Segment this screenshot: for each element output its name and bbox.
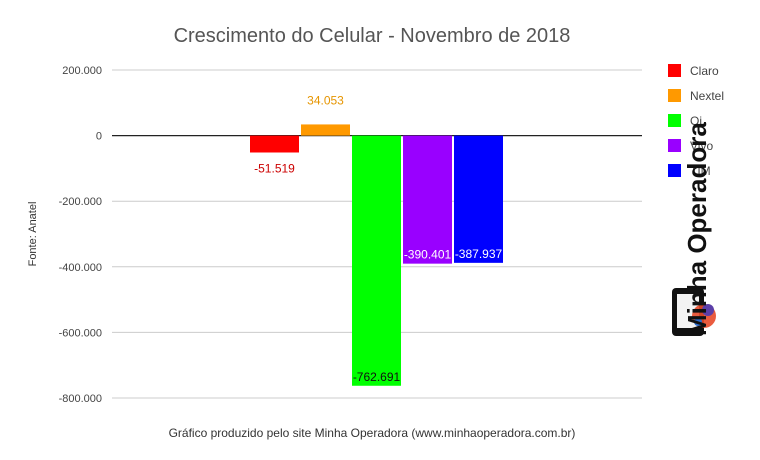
y-axis-ticks: 200.000 0 -200.000 -400.000 -600.000 -800.000 — [59, 65, 102, 405]
legend-label-tim: TIM — [690, 164, 711, 178]
bars — [250, 124, 503, 386]
legend-swatch-nextel — [668, 89, 681, 102]
bar-claro — [250, 135, 299, 153]
legend-label-oi: Oi — [690, 114, 702, 128]
minha-operadora-logo: Minha Operadora — [672, 122, 716, 336]
legend-label-claro: Claro — [690, 64, 719, 78]
bar-tim — [454, 135, 503, 263]
legend-swatch-tim — [668, 164, 681, 177]
data-label-oi: -762.691 — [353, 370, 401, 384]
legend-swatch-vivo — [668, 139, 681, 152]
legend-label-vivo: Vivo — [690, 139, 713, 153]
legend-label-nextel: Nextel — [690, 89, 724, 103]
data-label-tim: -387.937 — [455, 247, 503, 261]
bar-nextel — [301, 124, 350, 136]
y-axis-label: Fonte: Anatel — [27, 202, 39, 267]
bar-oi — [352, 135, 401, 386]
y-tick-label: 0 — [96, 131, 102, 143]
legend-swatch-claro — [668, 64, 681, 77]
legend-swatch-oi — [668, 114, 681, 127]
y-tick-label: -200.000 — [59, 196, 102, 208]
y-tick-label: -800.000 — [59, 393, 102, 405]
data-label-claro: -51.519 — [254, 161, 295, 175]
data-labels: -51.519 34.053 -762.691 -390.401 -387.937 — [254, 93, 502, 383]
legend: Claro Nextel Oi Vivo TIM — [668, 64, 724, 178]
logo-text: Minha Operadora — [682, 122, 712, 336]
data-label-nextel: 34.053 — [307, 93, 344, 107]
y-tick-label: 200.000 — [62, 65, 102, 77]
y-tick-label: -400.000 — [59, 262, 102, 274]
bar-vivo — [403, 135, 452, 264]
y-tick-label: -600.000 — [59, 327, 102, 339]
data-label-vivo: -390.401 — [404, 248, 452, 262]
chart-title: Crescimento do Celular - Novembro de 201… — [174, 25, 571, 47]
x-axis-label: Gráfico produzido pelo site Minha Operad… — [169, 426, 576, 440]
phone-logo-icon — [672, 288, 716, 336]
